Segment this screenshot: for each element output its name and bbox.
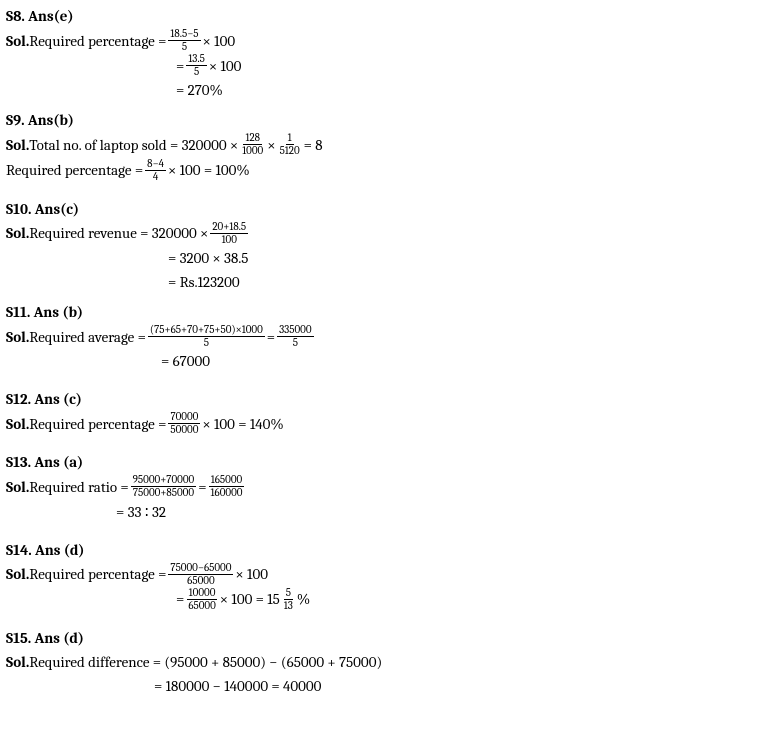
s10-line2: = 3200 × 38.5 bbox=[6, 246, 776, 270]
s15-line1: Sol. Required difference = (95000 + 8500… bbox=[6, 650, 776, 674]
s12-line1: Sol. Required percentage = 7000050000 × … bbox=[6, 411, 776, 436]
sol-label: Sol. bbox=[6, 412, 29, 436]
text: Required percentage = bbox=[29, 29, 166, 53]
text: × 100 = 100% bbox=[168, 158, 250, 182]
s13-header: S13. Ans (a) bbox=[6, 450, 776, 474]
text: Required revenue = 320000 × bbox=[29, 221, 208, 245]
fraction: 1000065000 bbox=[186, 587, 217, 612]
fraction: 13.55 bbox=[186, 53, 207, 78]
text: = 8 bbox=[304, 133, 323, 157]
s8-line1: Sol. Required percentage = 18.5−55 × 100 bbox=[6, 28, 776, 53]
s14-header: S14. Ans (d) bbox=[6, 538, 776, 562]
fraction: 7000050000 bbox=[168, 411, 200, 436]
text: Required difference = (95000 + 85000) − … bbox=[29, 650, 382, 674]
fraction: 20+18.5100 bbox=[210, 221, 248, 246]
text: × 100 bbox=[209, 54, 242, 78]
text: × 100 = 15 bbox=[220, 587, 280, 611]
s15-header: S15. Ans (d) bbox=[6, 626, 776, 650]
fraction: 165000160000 bbox=[209, 474, 245, 499]
sol-label: Sol. bbox=[6, 221, 29, 245]
s11-line1: Sol. Required average = (75+65+70+75+50)… bbox=[6, 324, 776, 349]
text: × 100 bbox=[203, 29, 236, 53]
solution-s9: S9. Ans(b) Sol. Total no. of laptop sold… bbox=[6, 108, 776, 182]
s8-header: S8. Ans(e) bbox=[6, 4, 776, 28]
sol-label: Sol. bbox=[6, 325, 29, 349]
text: × 100 bbox=[235, 562, 268, 586]
s13-line2: = 33 ∶ 32 bbox=[6, 500, 776, 524]
s11-header: S11. Ans (b) bbox=[6, 300, 776, 324]
text: Required ratio = bbox=[29, 475, 128, 499]
text: Required average = bbox=[29, 325, 146, 349]
fraction: 1281000 bbox=[240, 132, 265, 157]
s8-line2: = 13.55 × 100 bbox=[6, 53, 776, 78]
solution-s12: S12. Ans (c) Sol. Required percentage = … bbox=[6, 387, 776, 436]
fraction: 75000−6500065000 bbox=[168, 562, 233, 587]
text: = bbox=[176, 587, 184, 611]
text: % bbox=[297, 587, 310, 611]
solution-s11: S11. Ans (b) Sol. Required average = (75… bbox=[6, 300, 776, 373]
text: Required percentage = bbox=[29, 562, 166, 586]
solution-s14: S14. Ans (d) Sol. Required percentage = … bbox=[6, 538, 776, 612]
solution-s15: S15. Ans (d) Sol. Required difference = … bbox=[6, 626, 776, 698]
sol-label: Sol. bbox=[6, 29, 29, 53]
sol-label: Sol. bbox=[6, 650, 29, 674]
fraction: 15120 bbox=[278, 132, 302, 157]
text: Required percentage = bbox=[6, 158, 143, 182]
s9-line1: Sol. Total no. of laptop sold = 320000 ×… bbox=[6, 132, 776, 157]
s12-header: S12. Ans (c) bbox=[6, 387, 776, 411]
text: Required percentage = bbox=[29, 412, 166, 436]
sol-label: Sol. bbox=[6, 562, 29, 586]
fraction: 513 bbox=[282, 587, 295, 612]
fraction: 3350005 bbox=[277, 324, 313, 349]
s10-line3: = Rs.123200 bbox=[6, 270, 776, 294]
fraction: 18.5−55 bbox=[168, 28, 200, 53]
text: Total no. of laptop sold = 320000 × bbox=[29, 133, 238, 157]
solution-s8: S8. Ans(e) Sol. Required percentage = 18… bbox=[6, 4, 776, 102]
text: = bbox=[176, 54, 184, 78]
text: = bbox=[198, 475, 206, 499]
fraction: (75+65+70+75+50)×10005 bbox=[148, 324, 265, 349]
text: = bbox=[267, 325, 275, 349]
solution-s10: S10. Ans(c) Sol. Required revenue = 3200… bbox=[6, 197, 776, 294]
text: × 100 = 140% bbox=[202, 412, 283, 436]
s8-line3: = 270% bbox=[6, 78, 776, 102]
sol-label: Sol. bbox=[6, 133, 29, 157]
sol-label: Sol. bbox=[6, 475, 29, 499]
solution-s13: S13. Ans (a) Sol. Required ratio = 95000… bbox=[6, 450, 776, 523]
s9-line2: Required percentage = 8−44 × 100 = 100% bbox=[6, 158, 776, 183]
s13-line1: Sol. Required ratio = 95000+7000075000+8… bbox=[6, 474, 776, 499]
s11-line2: = 67000 bbox=[6, 349, 776, 373]
fraction: 8−44 bbox=[145, 158, 166, 183]
s10-line1: Sol. Required revenue = 320000 × 20+18.5… bbox=[6, 221, 776, 246]
s14-line2: = 1000065000 × 100 = 15 513 % bbox=[6, 587, 776, 612]
s9-header: S9. Ans(b) bbox=[6, 108, 776, 132]
text: × bbox=[267, 133, 275, 157]
s14-line1: Sol. Required percentage = 75000−6500065… bbox=[6, 562, 776, 587]
s10-header: S10. Ans(c) bbox=[6, 197, 776, 221]
s15-line2: = 180000 − 140000 = 40000 bbox=[6, 674, 776, 698]
fraction: 95000+7000075000+85000 bbox=[131, 474, 197, 499]
